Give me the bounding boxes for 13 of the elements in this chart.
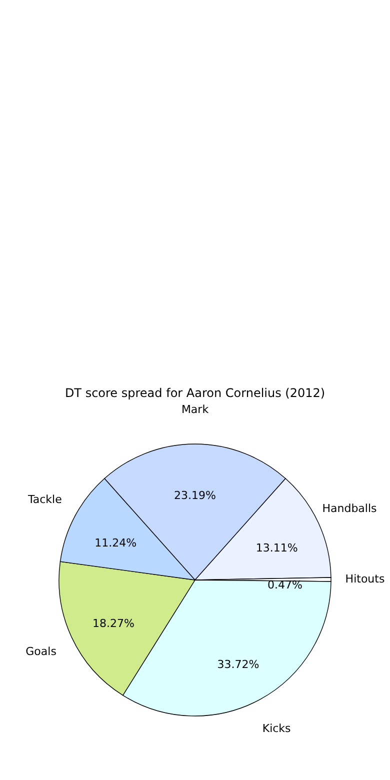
- slice-label: Mark: [181, 403, 210, 416]
- slice-label: Tackle: [26, 493, 62, 506]
- data-label: 13.11%: [256, 541, 298, 554]
- data-label: 23.19%: [174, 489, 216, 502]
- chart-title: DT score spread for Aaron Cornelius (2012): [64, 386, 326, 400]
- data-label: 11.24%: [94, 536, 137, 550]
- slice-label: Kicks: [262, 722, 292, 736]
- slice-label: Hitouts: [345, 572, 385, 586]
- data-label: 33.72%: [217, 658, 260, 671]
- data-label: 18.27%: [92, 617, 134, 630]
- data-label: 0.47%: [268, 578, 302, 592]
- slice-label: Handballs: [322, 502, 378, 516]
- slice-label: Goals: [26, 645, 57, 658]
